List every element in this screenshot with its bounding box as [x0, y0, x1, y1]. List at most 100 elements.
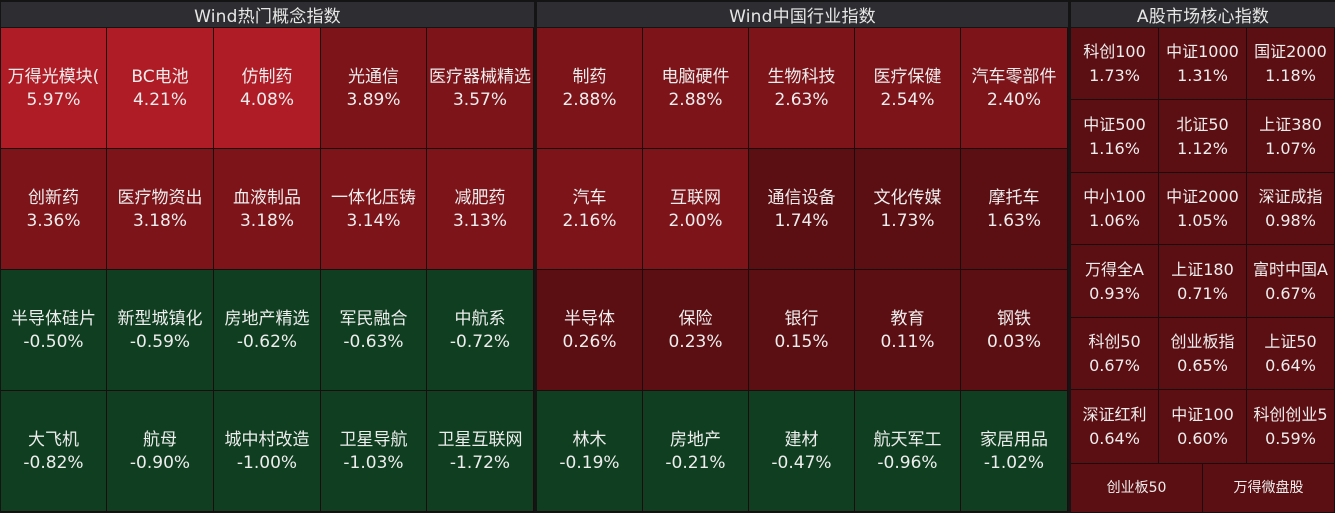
tile-1-7[interactable]: 通信设备 1.74%	[749, 149, 855, 270]
tile-name: 建材	[784, 429, 819, 450]
tile-2-14[interactable]: 上证50 0.64%	[1247, 318, 1335, 390]
tile-change-percent: 0.03%	[986, 331, 1041, 352]
tile-0-2[interactable]: 仿制药 4.08%	[214, 28, 321, 149]
panel-industry: Wind中国行业指数 制药 2.88% 电脑硬件 2.88% 生物科技 2.63% 医疗保健…	[537, 0, 1068, 513]
tile-1-3[interactable]: 医疗保健 2.54%	[855, 28, 961, 149]
tile-0-15[interactable]: 大飞机 -0.82%	[1, 391, 107, 512]
tile-name: 电脑硬件	[661, 66, 730, 87]
tile-change-percent: 2.40%	[986, 89, 1041, 110]
tile-2-4[interactable]: 北证50 1.12%	[1159, 100, 1247, 173]
tile-1-5[interactable]: 汽车 2.16%	[537, 149, 643, 270]
tile-name: 减肥药	[454, 187, 506, 208]
tile-name: 中证2000	[1166, 187, 1239, 206]
tile-name: 卫星导航	[339, 429, 408, 450]
tile-change-percent: 1.05%	[1177, 211, 1228, 230]
tile-change-percent: 0.64%	[1089, 429, 1140, 448]
tile-2-3[interactable]: 中证500 1.16%	[1071, 100, 1159, 173]
tile-1-9[interactable]: 摩托车 1.63%	[961, 149, 1068, 270]
tile-1-4[interactable]: 汽车零部件 2.40%	[961, 28, 1068, 149]
tile-0-6[interactable]: 医疗物资出 3.18%	[107, 149, 214, 270]
tile-0-7[interactable]: 血液制品 3.18%	[214, 149, 321, 270]
tile-1-15[interactable]: 林木 -0.19%	[537, 391, 643, 512]
tile-0-4[interactable]: 医疗器械精选 3.57%	[427, 28, 534, 149]
tile-0-1[interactable]: BC电池 4.21%	[107, 28, 214, 149]
tile-change-percent: 0.98%	[1265, 211, 1316, 230]
tile-1-18[interactable]: 航天军工 -0.96%	[855, 391, 961, 512]
tile-1-19[interactable]: 家居用品 -1.02%	[961, 391, 1068, 512]
tile-0-12[interactable]: 房地产精选 -0.62%	[214, 270, 321, 391]
tile-0-19[interactable]: 卫星互联网 -1.72%	[427, 391, 534, 512]
tile-name: 中小100	[1083, 187, 1146, 206]
tile-change-percent: 1.07%	[1265, 138, 1316, 158]
tile-0-3[interactable]: 光通信 3.89%	[321, 28, 427, 149]
tile-0-16[interactable]: 航母 -0.90%	[107, 391, 214, 512]
tile-2-16[interactable]: 中证100 0.60%	[1159, 390, 1247, 464]
tile-change-percent: 2.00%	[668, 210, 723, 231]
tile-2-19[interactable]: 万得微盘股	[1203, 464, 1335, 513]
tile-1-1[interactable]: 电脑硬件 2.88%	[643, 28, 749, 149]
tile-name: 半导体硅片	[11, 308, 96, 329]
tile-name: 医疗保健	[873, 66, 942, 87]
tile-0-0[interactable]: 万得光模块(5.97%	[1, 28, 107, 149]
tile-name: 生物科技	[767, 66, 836, 87]
tile-name: 汽车零部件	[971, 66, 1057, 87]
tile-change-percent: 0.23%	[668, 331, 723, 352]
tile-2-7[interactable]: 中证2000 1.05%	[1159, 173, 1247, 245]
tile-change-percent: 1.16%	[1089, 138, 1140, 158]
tile-1-10[interactable]: 半导体 0.26%	[537, 270, 643, 391]
tile-name: 深证红利	[1082, 405, 1147, 424]
tile-name: 科创100	[1083, 42, 1146, 61]
tile-0-17[interactable]: 城中村改造 -1.00%	[214, 391, 321, 512]
tile-1-12[interactable]: 银行 0.15%	[749, 270, 855, 391]
tile-name: 航母	[143, 429, 177, 450]
tile-2-5[interactable]: 上证380 1.07%	[1247, 100, 1335, 173]
tile-2-13[interactable]: 创业板指 0.65%	[1159, 318, 1247, 390]
tile-1-6[interactable]: 互联网 2.00%	[643, 149, 749, 270]
tile-change-percent: 0.26%	[562, 331, 617, 352]
tile-2-12[interactable]: 科创50 0.67%	[1071, 318, 1159, 390]
tile-1-0[interactable]: 制药 2.88%	[537, 28, 643, 149]
tile-1-13[interactable]: 教育 0.11%	[855, 270, 961, 391]
tile-1-17[interactable]: 建材 -0.47%	[749, 391, 855, 512]
tile-change-percent: 1.63%	[986, 210, 1041, 231]
tile-0-5[interactable]: 创新药 3.36%	[1, 149, 107, 270]
tile-2-1[interactable]: 中证1000 1.31%	[1159, 28, 1247, 100]
tile-name: 钢铁	[997, 308, 1031, 329]
tile-0-13[interactable]: 军民融合 -0.63%	[321, 270, 427, 391]
tile-name: 科创创业5	[1253, 405, 1328, 424]
tile-2-9[interactable]: 万得全A 0.93%	[1071, 245, 1159, 318]
tile-2-18[interactable]: 创业板50	[1071, 464, 1203, 513]
tile-0-14[interactable]: 中航系 -0.72%	[427, 270, 534, 391]
tile-2-10[interactable]: 上证180 0.71%	[1159, 245, 1247, 318]
tile-1-8[interactable]: 文化传媒 1.73%	[855, 149, 961, 270]
tile-1-16[interactable]: 房地产 -0.21%	[643, 391, 749, 512]
tile-2-11[interactable]: 富时中国A 0.67%	[1247, 245, 1335, 318]
tile-2-0[interactable]: 科创100 1.73%	[1071, 28, 1159, 100]
tile-0-18[interactable]: 卫星导航 -1.03%	[321, 391, 427, 512]
tile-0-10[interactable]: 半导体硅片 -0.50%	[1, 270, 107, 391]
tile-2-2[interactable]: 国证2000 1.18%	[1247, 28, 1335, 100]
tile-name: 房地产	[670, 429, 721, 450]
tile-name: 中航系	[454, 308, 506, 329]
panel-title: A股市场核心指数	[1071, 2, 1335, 27]
tile-change-percent: 3.18%	[132, 210, 187, 231]
tile-0-8[interactable]: 一体化压铸 3.14%	[321, 149, 427, 270]
tile-name: 上证380	[1259, 114, 1322, 134]
tile-0-11[interactable]: 新型城镇化 -0.59%	[107, 270, 214, 391]
tile-change-percent: 3.89%	[346, 89, 401, 110]
tile-2-6[interactable]: 中小100 1.06%	[1071, 173, 1159, 245]
tile-name: 银行	[784, 308, 819, 329]
tile-2-17[interactable]: 科创创业5 0.59%	[1247, 390, 1335, 464]
tile-2-15[interactable]: 深证红利 0.64%	[1071, 390, 1159, 464]
tile-change-percent: 2.16%	[562, 210, 617, 231]
tile-1-2[interactable]: 生物科技 2.63%	[749, 28, 855, 149]
tile-name: 新型城镇化	[117, 308, 203, 329]
tile-1-14[interactable]: 钢铁 0.03%	[961, 270, 1068, 391]
panel-core-indices: A股市场核心指数 科创100 1.73% 中证1000 1.31% 国证2000 1.18…	[1071, 0, 1335, 513]
tile-1-11[interactable]: 保险 0.23%	[643, 270, 749, 391]
tile-change-percent: 0.71%	[1177, 283, 1228, 303]
tile-2-8[interactable]: 深证成指 0.98%	[1247, 173, 1335, 245]
tile-0-9[interactable]: 减肥药 3.13%	[427, 149, 534, 270]
tile-change-percent: 2.54%	[880, 89, 935, 110]
tile-change-percent: 3.13%	[452, 210, 507, 231]
